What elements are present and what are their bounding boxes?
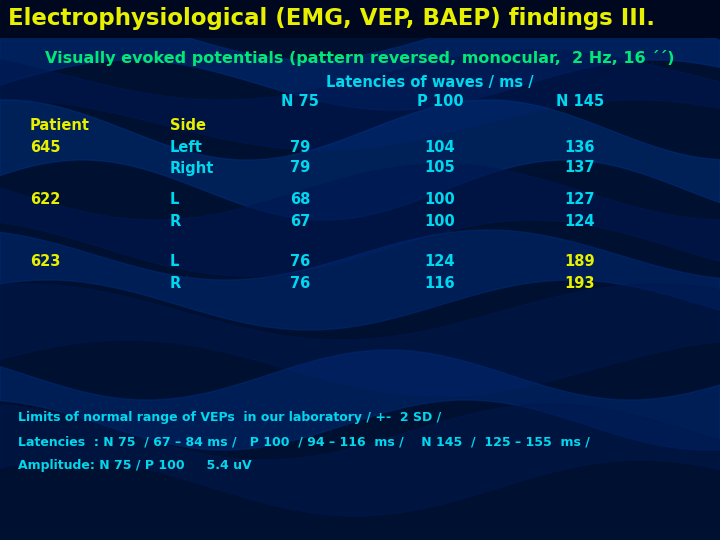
Text: 124: 124 (425, 254, 455, 269)
Text: 100: 100 (425, 192, 455, 207)
Text: Latencies  : N 75  / 67 – 84 ms /   P 100  / 94 – 116  ms /    N 145  /  125 – 1: Latencies : N 75 / 67 – 84 ms / P 100 / … (18, 435, 590, 449)
Text: 79: 79 (290, 139, 310, 154)
Text: Amplitude: N 75 / P 100     5.4 uV: Amplitude: N 75 / P 100 5.4 uV (18, 460, 251, 472)
Text: N 145: N 145 (556, 94, 604, 110)
Text: Left: Left (170, 139, 203, 154)
Text: 622: 622 (30, 192, 60, 207)
Text: 124: 124 (564, 213, 595, 228)
Text: Electrophysiological (EMG, VEP, BAEP) findings III.: Electrophysiological (EMG, VEP, BAEP) fi… (8, 8, 655, 30)
Bar (0, 0, 720, 38)
Text: 104: 104 (425, 139, 455, 154)
Text: 189: 189 (564, 254, 595, 269)
Text: 645: 645 (30, 139, 60, 154)
Text: 67: 67 (290, 213, 310, 228)
Text: P 100: P 100 (417, 94, 463, 110)
Text: 68: 68 (290, 192, 310, 207)
Text: 116: 116 (425, 275, 455, 291)
Text: L: L (170, 192, 179, 207)
Text: 623: 623 (30, 254, 60, 269)
Text: 100: 100 (425, 213, 455, 228)
Text: Patient: Patient (30, 118, 90, 132)
Text: R: R (170, 275, 181, 291)
Text: Right: Right (170, 160, 215, 176)
Text: Limits of normal range of VEPs  in our laboratory / +-  2 SD /: Limits of normal range of VEPs in our la… (18, 411, 441, 424)
Text: N 75: N 75 (281, 94, 319, 110)
Text: 76: 76 (290, 275, 310, 291)
Text: 137: 137 (564, 160, 595, 176)
Text: Visually evoked potentials (pattern reversed, monocular,  2 Hz, 16 ´´): Visually evoked potentials (pattern reve… (45, 50, 675, 66)
Text: L: L (170, 254, 179, 269)
Text: 79: 79 (290, 160, 310, 176)
Text: 76: 76 (290, 254, 310, 269)
Text: 127: 127 (564, 192, 595, 207)
Text: 105: 105 (425, 160, 455, 176)
Text: R: R (170, 213, 181, 228)
Text: Latencies of waves / ms /: Latencies of waves / ms / (326, 75, 534, 90)
Text: 136: 136 (564, 139, 595, 154)
Text: Side: Side (170, 118, 206, 132)
Text: 193: 193 (564, 275, 595, 291)
